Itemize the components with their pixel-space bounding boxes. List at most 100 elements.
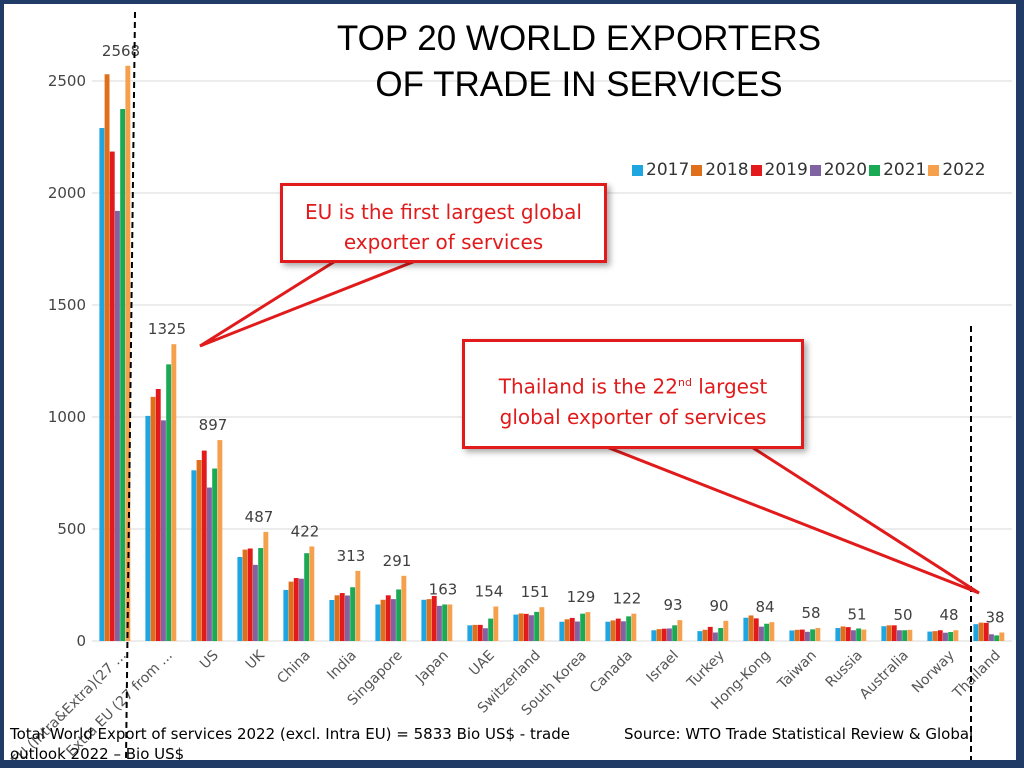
bar-2020: [207, 487, 212, 641]
bar-2018: [610, 620, 616, 641]
legend-label: 2021: [883, 160, 927, 180]
bar-2021: [396, 589, 402, 641]
data-label: 84: [755, 598, 774, 616]
bar-2021: [626, 616, 632, 641]
x-tick-label: Canada: [587, 648, 636, 697]
bar-2018: [564, 619, 570, 641]
legend-item-2020: 2020: [809, 160, 867, 180]
bar-2020: [759, 626, 764, 641]
data-label: 48: [939, 606, 958, 624]
bar-2022: [401, 575, 407, 641]
legend-item-2018: 2018: [691, 160, 749, 180]
x-tick-label: UK: [243, 647, 269, 673]
bar-2020: [805, 631, 810, 641]
bar-2020: [437, 605, 442, 641]
legend-label: 2019: [764, 160, 808, 180]
bar-2019: [477, 624, 483, 641]
bar-2021: [304, 553, 310, 641]
x-tick-label: India: [324, 648, 360, 684]
bar-2020: [667, 628, 672, 641]
bar-2021: [580, 613, 586, 641]
bar-2021: [258, 548, 264, 641]
data-label: 122: [613, 590, 642, 608]
eu-callout-text: EU is the first largest global exporter …: [305, 200, 582, 254]
thailand-callout-pointer: [598, 442, 980, 595]
bar-2019: [385, 595, 391, 641]
title-line-2: OF TRADE IN SERVICES: [375, 65, 783, 104]
bar-2022: [447, 604, 453, 641]
legend-swatch: [632, 164, 643, 176]
bar-2021: [718, 628, 724, 641]
data-label: 50: [893, 606, 912, 624]
data-label: 163: [429, 580, 458, 598]
bar-2022: [263, 531, 269, 641]
bar-2020: [943, 632, 948, 641]
bar-2018: [518, 613, 524, 641]
bar-2017: [973, 624, 979, 641]
bar-2019: [247, 548, 253, 641]
thailand-callout: Thailand is the 22nd largest global expo…: [462, 339, 804, 449]
legend-swatch: [809, 164, 821, 176]
bar-2018: [978, 622, 984, 641]
bar-2020: [391, 599, 396, 641]
x-tick-label: Thailand: [949, 648, 1004, 703]
bar-2017: [651, 630, 657, 641]
bar-2022: [723, 620, 729, 641]
x-tick-label: Israel: [643, 648, 681, 686]
bar-2018: [334, 595, 340, 641]
bar-2019: [891, 625, 897, 641]
legend-swatch: [691, 164, 703, 176]
y-tick-label: 0: [76, 632, 86, 650]
bar-2022: [493, 606, 499, 641]
bar-2019: [201, 450, 207, 641]
bar-2021: [534, 611, 540, 641]
bar-chart: 0 500 1000 1500 2000 2500 2568 1325 897 487 422 313…: [8, 11, 1012, 760]
bar-2020: [529, 615, 534, 641]
bar-2021: [488, 618, 494, 641]
x-tick-label: US: [197, 647, 222, 672]
bar-2018: [748, 615, 754, 641]
data-label: 422: [291, 522, 320, 540]
legend-item-2017: 2017: [632, 160, 689, 180]
legend-item-2019: 2019: [750, 160, 808, 180]
bar-2020: [345, 595, 350, 641]
bar-2017: [467, 625, 473, 641]
data-label: 58: [801, 604, 820, 622]
legend-label: 2018: [705, 160, 749, 180]
eu-callout-pointer: [199, 258, 419, 348]
bar-2022: [953, 630, 959, 641]
bar-2017: [835, 628, 841, 641]
bar-2022: [677, 620, 683, 641]
bar-2019: [661, 628, 667, 641]
bar-2021: [166, 364, 172, 641]
bar-2019: [109, 151, 115, 641]
bar-2022: [539, 607, 545, 641]
data-label: 51: [847, 606, 866, 624]
data-label: 38: [985, 608, 1004, 626]
bar-2018: [426, 599, 432, 641]
bar-2022: [861, 629, 867, 641]
legend-item-2021: 2021: [869, 160, 926, 180]
thailand-callout-sup: nd: [677, 376, 692, 389]
bar-2017: [927, 631, 933, 641]
bar-2022: [769, 622, 775, 641]
bar-2021: [120, 109, 126, 641]
bar-2018: [104, 74, 110, 641]
bar-2017: [743, 617, 749, 641]
chart-legend: 2017 2018 2019 2020 2021 2022: [632, 160, 988, 180]
bar-2019: [845, 627, 851, 641]
data-label: 897: [199, 416, 228, 434]
bar-2019: [937, 630, 943, 641]
legend-item-2022: 2022: [928, 160, 986, 180]
bar-2022: [125, 65, 131, 641]
x-tick-label: Japan: [412, 648, 452, 688]
bar-2017: [375, 604, 381, 641]
bar-2020: [989, 634, 994, 641]
x-tick-label: Taiwan: [774, 648, 820, 694]
bar-2019: [615, 618, 621, 641]
bar-2021: [810, 629, 816, 641]
thailand-callout-pre: Thailand is the 22: [498, 374, 678, 399]
bar-2021: [212, 468, 218, 641]
bar-2020: [897, 630, 902, 641]
bar-2021: [948, 632, 954, 641]
